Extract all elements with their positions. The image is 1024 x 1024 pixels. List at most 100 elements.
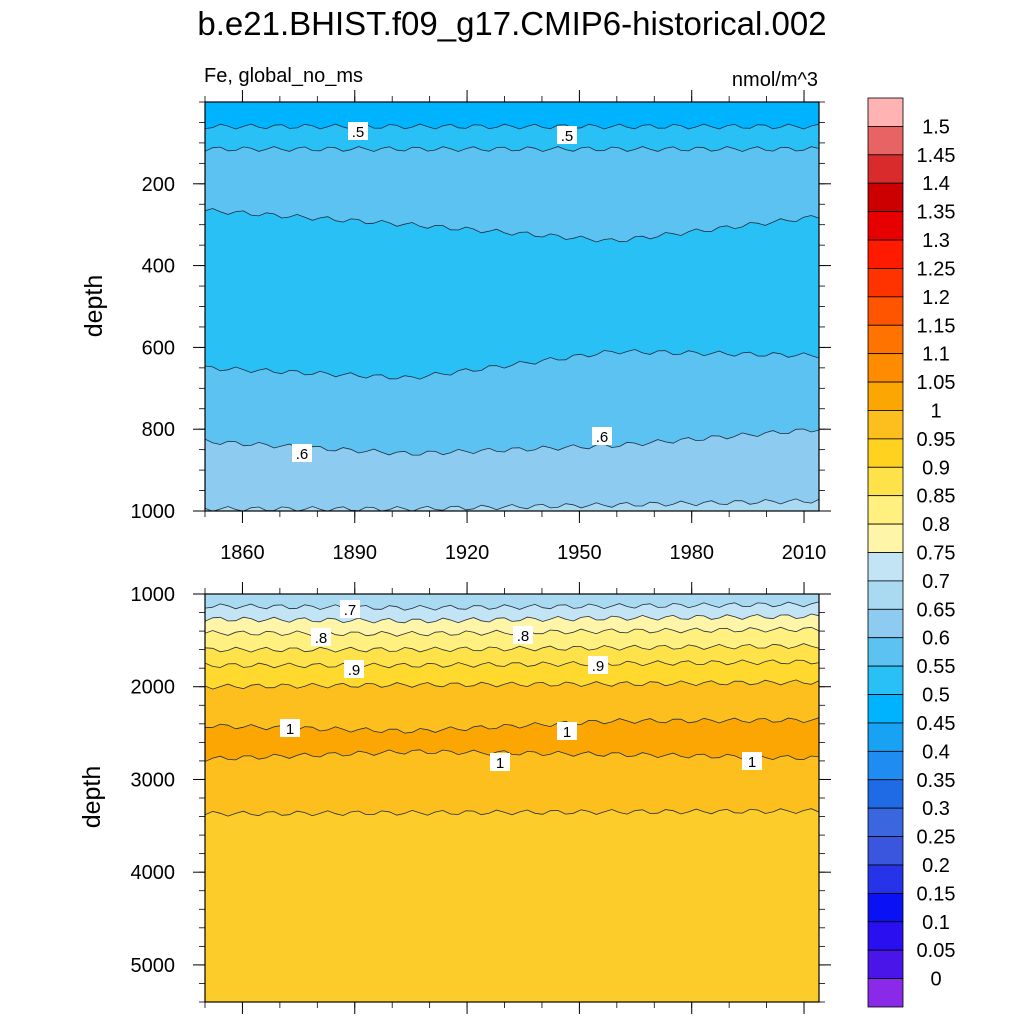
contour-label: .9 (588, 656, 608, 675)
y-tick-label: 4000 (131, 862, 176, 884)
colorbar-label: 0.1 (922, 912, 950, 934)
colorbar-box (867, 892, 904, 923)
colorbar-label: 0.45 (917, 713, 956, 735)
colorbar-box (867, 694, 904, 724)
colorbar-label: 0.35 (917, 770, 956, 792)
colorbar-box (867, 750, 904, 781)
x-tick-label: 1920 (445, 542, 490, 564)
x-tick-label: 1890 (333, 542, 378, 564)
colorbar-box (867, 722, 904, 752)
colorbar-box (867, 921, 904, 951)
contour-label: 1 (742, 752, 762, 771)
y-tick-label: 5000 (131, 955, 176, 977)
colorbar-label: 1.4 (922, 173, 950, 195)
colorbar-label: 0.5 (922, 685, 950, 707)
colorbar-box (867, 466, 904, 497)
colorbar-label: 1.45 (917, 145, 956, 167)
svg-text:1: 1 (748, 754, 756, 771)
colorbar-box (867, 779, 904, 809)
svg-text:.6: .6 (596, 429, 609, 446)
contour-label: 1 (490, 753, 510, 772)
contour-label: .5 (348, 122, 368, 141)
colorbar-label: 0.25 (917, 827, 956, 849)
contour-fills (205, 594, 819, 1002)
contour-label: 1 (557, 722, 577, 741)
colorbar-box (867, 438, 904, 468)
colorbar-label: 0.6 (922, 628, 950, 650)
colorbar-box (867, 864, 904, 894)
colorbar-label: 0.55 (917, 656, 956, 678)
colorbar-box (867, 410, 904, 440)
colorbar-box (867, 552, 904, 582)
colorbar-label: 0.95 (917, 429, 956, 451)
colorbar-label: 0.2 (922, 855, 950, 877)
svg-text:1: 1 (286, 721, 294, 738)
colorbar-box (867, 97, 904, 127)
colorbar-label: 0.15 (917, 883, 956, 905)
colorbar-box (867, 268, 904, 298)
colorbar-box (867, 353, 904, 383)
y-tick-label: 400 (142, 256, 175, 278)
colorbar: 1.5 1.45 1.4 1.35 1.3 1.25 1.2 1.15 1.1 1.05 1 0.95… (867, 97, 956, 1008)
colorbar-label: 0.65 (917, 599, 956, 621)
contour-label: .7 (340, 600, 360, 619)
contour-fills (205, 102, 819, 511)
contour-band-6 (205, 498, 819, 511)
colorbar-label: 0.9 (922, 457, 950, 479)
contour-label: 1 (280, 719, 300, 738)
y-tick-label: 1000 (131, 501, 176, 523)
upper-ylabel: depth (80, 275, 108, 338)
colorbar-box (867, 608, 904, 639)
colorbar-box (867, 324, 904, 355)
svg-text:.9: .9 (348, 662, 361, 679)
svg-text:.7: .7 (344, 602, 357, 619)
colorbar-box (867, 523, 904, 553)
upper-panel: .5 .5 .6 .6 200 400 600 800 1000 1860 1890 1920 1950… (131, 90, 831, 564)
colorbar-box (867, 211, 904, 241)
svg-text:.8: .8 (517, 628, 530, 645)
colorbar-label: 0.3 (922, 798, 950, 820)
y-tick-label: 200 (142, 174, 175, 196)
colorbar-label: 1.15 (917, 315, 956, 337)
y-tick-label: 1000 (131, 584, 176, 606)
x-tick-label: 1980 (669, 542, 714, 564)
colorbar-label: 0.4 (922, 741, 950, 763)
colorbar-label: 1.2 (922, 287, 950, 309)
svg-text:1: 1 (563, 724, 571, 741)
colorbar-box (867, 637, 904, 667)
contour-label: .5 (557, 126, 577, 145)
colorbar-label: 0.7 (922, 571, 950, 593)
colorbar-label: 0.85 (917, 486, 956, 508)
colorbar-label: 0.8 (922, 514, 950, 536)
lower-panel: .7 .8 .8 .9 .9 1 1 1 1 1000 2000 3000 4000 5000 (131, 582, 831, 1014)
x-tick-label: 1860 (220, 542, 265, 564)
colorbar-label: 1.05 (917, 372, 956, 394)
contour-label: .8 (311, 628, 331, 647)
colorbar-label: 0.75 (917, 543, 956, 565)
y-tick-label: 2000 (131, 677, 176, 699)
colorbar-box (867, 296, 904, 326)
svg-text:.6: .6 (296, 446, 309, 463)
figure-title: b.e21.BHIST.f09_g17.CMIP6-historical.002 (197, 5, 826, 42)
colorbar-box (867, 239, 904, 269)
colorbar-label: 0.05 (917, 940, 956, 962)
colorbar-label: 1.5 (922, 116, 950, 138)
x-tick-label: 1950 (557, 542, 602, 564)
colorbar-box (867, 381, 904, 411)
colorbar-box (867, 154, 904, 184)
colorbar-box (867, 580, 904, 610)
contour-label: .8 (513, 626, 533, 645)
colorbar-label: 1.3 (922, 230, 950, 252)
colorbar-label: 0 (930, 969, 941, 991)
y-tick-label: 3000 (131, 769, 176, 791)
colorbar-label: 1.35 (917, 202, 956, 224)
colorbar-label: 1.25 (917, 258, 956, 280)
y-tick-label: 800 (142, 419, 175, 441)
variable-label: Fe, global_no_ms (204, 65, 363, 87)
y-tick-label: 600 (142, 337, 175, 359)
lower-ylabel: depth (78, 766, 106, 829)
colorbar-box (867, 807, 904, 837)
colorbar-label: 1.1 (922, 344, 950, 366)
contour-label: .6 (292, 444, 312, 463)
colorbar-box (867, 126, 904, 156)
